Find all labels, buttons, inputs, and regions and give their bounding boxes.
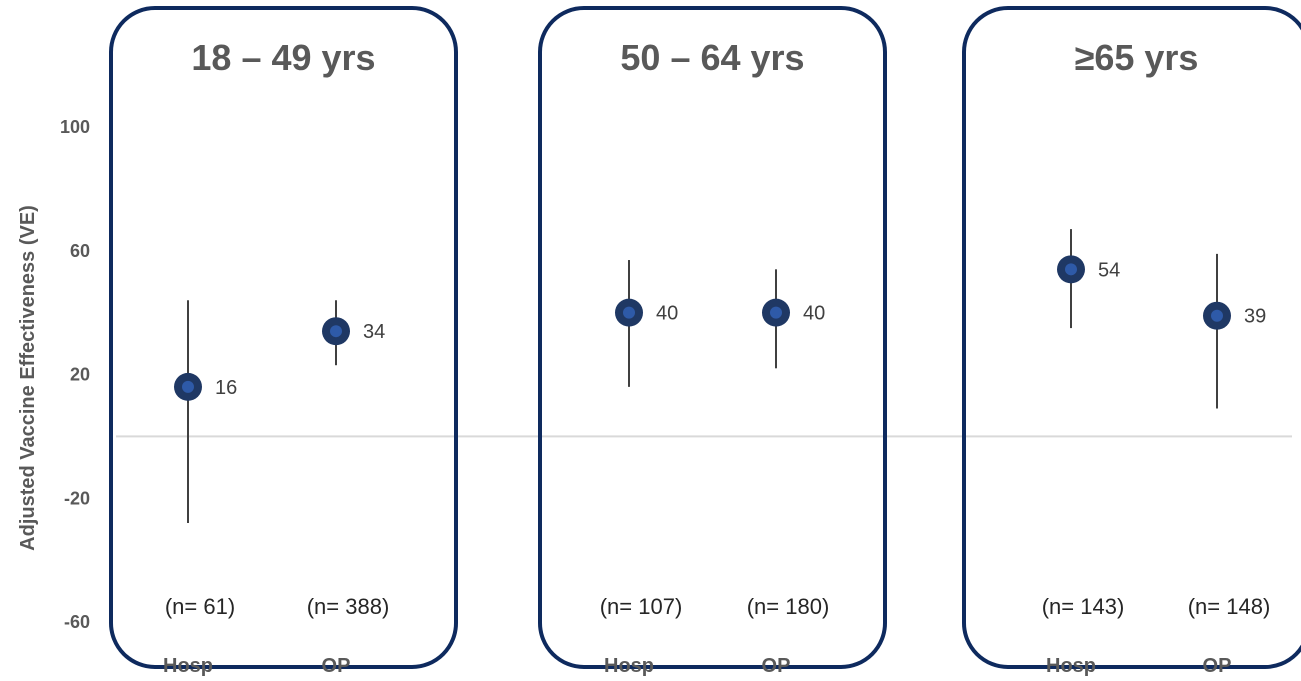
x-category-label: OP: [1203, 655, 1232, 677]
sample-size-label: (n= 180): [747, 594, 830, 619]
point-marker-center: [1065, 263, 1077, 276]
x-category-label: Hosp: [604, 655, 654, 677]
point-marker-center: [770, 306, 782, 319]
panel-title: ≥65 yrs: [1075, 37, 1199, 78]
y-tick-label: 20: [70, 365, 90, 385]
data-label: 39: [1244, 306, 1266, 328]
data-label: 16: [215, 377, 237, 399]
y-axis-label: Adjusted Vaccine Effectiveness (VE): [17, 205, 39, 551]
point-marker-center: [330, 325, 342, 338]
panel-border-1: [109, 6, 458, 669]
point-marker-center: [1211, 309, 1223, 322]
point-marker-center: [182, 380, 194, 393]
data-label: 34: [363, 321, 385, 343]
x-category-label: Hosp: [1046, 655, 1096, 677]
y-tick-label: -60: [64, 612, 90, 632]
sample-size-label: (n= 388): [307, 594, 390, 619]
data-label: 40: [803, 303, 825, 325]
panel-title: 18 – 49 yrs: [191, 37, 375, 78]
data-label: 40: [656, 303, 678, 325]
sample-size-label: (n= 148): [1188, 594, 1271, 619]
panel-border-2: [538, 6, 887, 669]
panel-title: 50 – 64 yrs: [620, 37, 804, 78]
x-category-label: Hosp: [163, 655, 213, 677]
y-tick-label: 60: [70, 241, 90, 261]
x-category-label: OP: [322, 655, 351, 677]
sample-size-label: (n= 107): [600, 594, 683, 619]
point-marker-center: [623, 306, 635, 319]
sample-size-label: (n= 143): [1042, 594, 1125, 619]
panel-border-3: [962, 6, 1301, 669]
y-tick-label: 100: [60, 117, 90, 137]
x-category-label: OP: [762, 655, 791, 677]
data-label: 54: [1098, 259, 1120, 281]
y-tick-label: -20: [64, 488, 90, 508]
sample-size-label: (n= 61): [165, 594, 235, 619]
